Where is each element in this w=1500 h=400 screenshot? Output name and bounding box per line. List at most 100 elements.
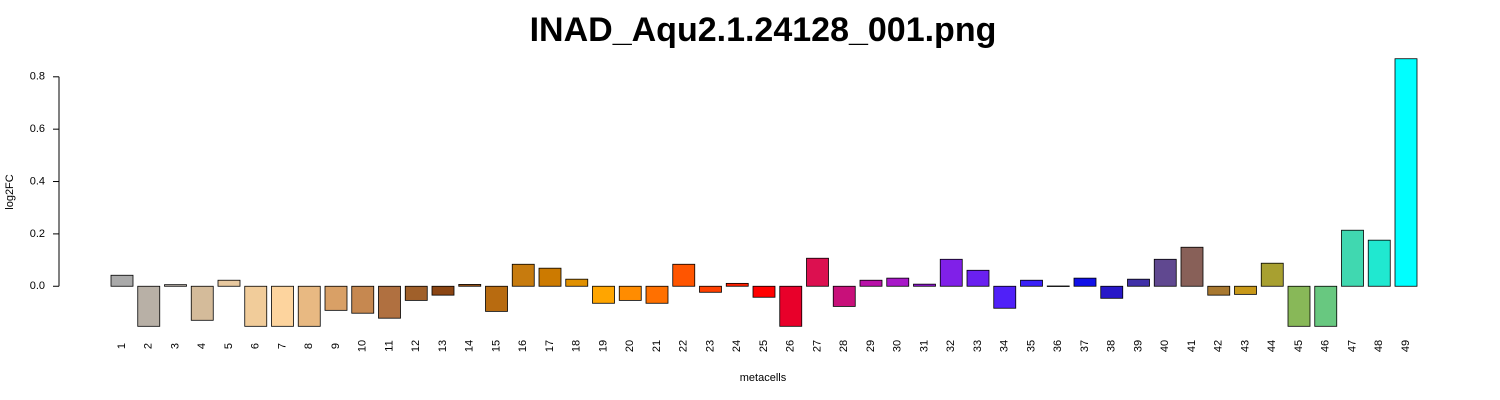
x-tick-label: 35 <box>1025 340 1037 352</box>
bar <box>859 279 883 287</box>
bar <box>271 285 294 327</box>
x-tick-label: 49 <box>1400 340 1412 352</box>
bar <box>244 285 268 327</box>
x-tick-label: 48 <box>1373 340 1385 352</box>
y-tick-label: 0.6 <box>30 123 45 135</box>
bar <box>351 285 375 314</box>
bar <box>378 285 401 319</box>
bar <box>806 257 829 287</box>
bar <box>1020 279 1043 287</box>
bar <box>618 285 642 301</box>
x-tick-label: 39 <box>1132 340 1144 352</box>
x-tick-label: 40 <box>1159 340 1171 352</box>
bar <box>645 285 669 304</box>
x-tick-label: 24 <box>731 340 743 352</box>
x-tick-label: 1 <box>116 343 128 349</box>
bar <box>324 285 348 311</box>
bar <box>1367 239 1391 287</box>
y-tick-label: 0.2 <box>30 228 45 240</box>
x-tick-label: 3 <box>169 343 181 349</box>
bar <box>779 285 803 327</box>
x-tick-label: 16 <box>517 340 529 352</box>
bar <box>404 285 428 301</box>
bar <box>939 258 963 287</box>
x-tick-label: 25 <box>758 340 770 352</box>
bar <box>137 285 161 327</box>
bar <box>1260 262 1284 287</box>
x-tick-label: 36 <box>1052 340 1064 352</box>
y-tick-label: 0.8 <box>30 71 45 83</box>
y-tick-label: 0.4 <box>30 175 45 187</box>
x-tick-label: 42 <box>1213 340 1225 352</box>
x-tick-label: 37 <box>1079 340 1091 352</box>
bar <box>458 284 482 287</box>
bar <box>725 282 749 287</box>
x-tick-label: 43 <box>1239 340 1251 352</box>
y-tick-label: 0.0 <box>30 280 45 292</box>
bar <box>1207 285 1231 296</box>
bar <box>1153 258 1177 287</box>
x-tick-label: 7 <box>276 343 288 349</box>
bar <box>431 285 455 296</box>
x-tick-label: 31 <box>918 340 930 352</box>
x-tick-label: 34 <box>999 340 1011 352</box>
y-axis-label: log2FC <box>4 174 16 210</box>
x-tick-label: 10 <box>357 340 369 352</box>
bar <box>913 283 936 287</box>
bar <box>1100 285 1124 299</box>
bar <box>217 279 241 287</box>
x-tick-label: 13 <box>437 340 449 352</box>
bar <box>511 263 535 287</box>
x-tick-label: 30 <box>892 340 904 352</box>
x-tick-label: 41 <box>1186 340 1198 352</box>
bar <box>190 285 214 321</box>
x-tick-label: 28 <box>838 340 850 352</box>
x-tick-label: 33 <box>972 340 984 352</box>
x-tick-label: 46 <box>1320 340 1332 352</box>
bar <box>1341 229 1364 287</box>
bar <box>1394 58 1418 287</box>
x-tick-label: 38 <box>1106 340 1118 352</box>
x-tick-label: 17 <box>544 340 556 352</box>
x-tick-label: 19 <box>597 340 609 352</box>
x-tick-label: 5 <box>223 343 235 349</box>
bar <box>966 269 990 287</box>
x-tick-label: 20 <box>624 340 636 352</box>
x-tick-label: 29 <box>865 340 877 352</box>
x-tick-label: 32 <box>945 340 957 352</box>
x-tick-label: 15 <box>490 340 502 352</box>
bar <box>538 267 562 287</box>
bar <box>832 285 856 307</box>
bar <box>1073 277 1097 287</box>
bar <box>1180 246 1204 287</box>
x-tick-label: 11 <box>383 340 395 351</box>
x-tick-label: 14 <box>464 340 476 352</box>
x-tick-label: 4 <box>196 343 208 349</box>
bar <box>993 285 1017 309</box>
x-tick-label: 45 <box>1293 340 1305 352</box>
x-tick-label: 12 <box>410 340 422 352</box>
bar <box>565 278 589 287</box>
chart-title: INAD_Aqu2.1.24128_001.png <box>530 11 997 49</box>
x-tick-label: 47 <box>1346 340 1358 352</box>
x-tick-label: 23 <box>704 340 716 352</box>
bar <box>297 285 321 327</box>
bar <box>592 285 615 304</box>
x-tick-label: 18 <box>571 340 583 352</box>
x-tick-label: 8 <box>303 343 315 349</box>
bar <box>485 285 508 312</box>
bar <box>699 285 722 293</box>
bar <box>164 284 187 287</box>
x-tick-label: 21 <box>651 340 663 352</box>
x-tick-label: 44 <box>1266 340 1278 352</box>
x-tick-label: 26 <box>785 340 797 352</box>
bar <box>1046 285 1070 287</box>
x-axis-label: metacells <box>740 372 787 384</box>
bar <box>1287 285 1311 327</box>
x-tick-label: 9 <box>330 343 342 349</box>
bar <box>752 285 776 298</box>
x-tick-label: 2 <box>143 343 155 349</box>
x-tick-label: 22 <box>678 340 690 352</box>
bar <box>110 274 134 287</box>
